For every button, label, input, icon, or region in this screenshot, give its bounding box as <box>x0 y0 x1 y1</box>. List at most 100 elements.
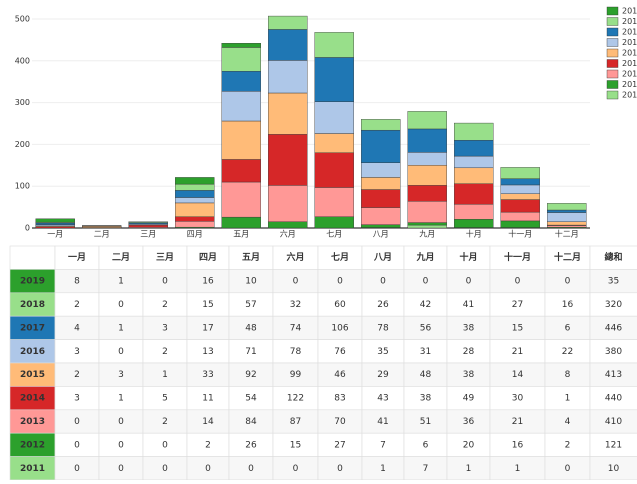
column-header: 十一月 <box>504 251 531 263</box>
legend-swatch <box>607 49 618 57</box>
bar-segment <box>222 43 261 47</box>
table-value: 83 <box>334 394 345 404</box>
table-value: 0 <box>293 277 299 287</box>
column-header: 七月 <box>331 251 349 263</box>
column-header: 六月 <box>286 251 304 263</box>
x-tick-label: 九月 <box>419 230 435 239</box>
table-value: 0 <box>423 277 429 287</box>
legend-label: 2015 <box>622 49 637 58</box>
bar-segment <box>547 222 586 225</box>
table-value: 42 <box>420 300 431 310</box>
table-value: 0 <box>162 277 168 287</box>
table-value: 57 <box>245 300 256 310</box>
table-value: 0 <box>74 464 80 474</box>
table-value: 0 <box>466 277 472 287</box>
bar-segment <box>175 221 214 227</box>
table-value: 43 <box>377 394 388 404</box>
bar-segment <box>268 60 307 93</box>
table-value: 26 <box>377 300 389 310</box>
table-value: 0 <box>74 440 80 450</box>
bar-segment <box>175 177 214 184</box>
table-value: 56 <box>420 323 432 333</box>
table-value: 2 <box>565 440 571 450</box>
bar-segment <box>222 91 261 121</box>
bar-segment <box>175 217 214 222</box>
bar-segment <box>501 194 540 200</box>
bar-segment <box>268 93 307 134</box>
bar-segment <box>501 167 540 178</box>
table-value: 320 <box>605 300 622 310</box>
table-value: 22 <box>562 347 573 357</box>
table-value: 38 <box>463 370 475 380</box>
table-value: 11 <box>202 394 213 404</box>
bar-segment <box>222 47 261 71</box>
bar-segment <box>315 153 354 188</box>
table-value: 0 <box>337 277 343 287</box>
table-value: 28 <box>463 347 475 357</box>
bar-segment <box>361 208 400 225</box>
table-value: 121 <box>605 440 622 450</box>
table-value: 0 <box>293 464 299 474</box>
table-value: 60 <box>334 300 346 310</box>
bar-segment <box>222 159 261 182</box>
bar-segment <box>454 156 493 168</box>
table-value: 4 <box>565 417 571 427</box>
table-value: 16 <box>202 277 214 287</box>
table-value: 38 <box>420 394 432 404</box>
column-header: 四月 <box>199 252 217 263</box>
table-value: 8 <box>565 370 571 380</box>
bar-segment <box>501 185 540 194</box>
bar-segment <box>361 177 400 189</box>
table-value: 2 <box>162 300 168 310</box>
table-value: 0 <box>248 464 254 474</box>
table-value: 13 <box>202 347 213 357</box>
x-tick-label: 五月 <box>233 230 249 239</box>
y-tick-label: 400 <box>15 56 30 65</box>
legend-label: 2011 <box>622 91 637 100</box>
legend-swatch <box>607 70 618 78</box>
table-value: 27 <box>512 300 523 310</box>
table-value: 0 <box>205 464 211 474</box>
row-label: 2014 <box>20 394 45 404</box>
table-value: 6 <box>423 440 429 450</box>
bar-segment <box>547 225 586 227</box>
table-value: 16 <box>512 440 524 450</box>
bar-segment <box>315 57 354 101</box>
legend-swatch <box>607 60 618 68</box>
table-value: 3 <box>74 347 80 357</box>
bar-segment <box>408 201 447 222</box>
table-value: 46 <box>334 370 346 380</box>
table-value: 51 <box>420 417 431 427</box>
row-label: 2016 <box>20 347 45 357</box>
bar-segment <box>315 187 354 216</box>
row-label: 2019 <box>20 277 45 287</box>
table-value: 413 <box>605 370 622 380</box>
table-value: 15 <box>512 323 523 333</box>
bar-segment <box>454 140 493 156</box>
table-value: 10 <box>245 277 257 287</box>
table-value: 5 <box>162 394 168 404</box>
bar-segment <box>547 213 586 222</box>
row-label: 2018 <box>20 300 45 310</box>
table-value: 0 <box>162 440 168 450</box>
table-value: 7 <box>380 440 386 450</box>
bar-segment <box>315 134 354 153</box>
table-value: 0 <box>118 417 124 427</box>
y-tick-label: 100 <box>15 182 30 191</box>
bar-segment <box>547 210 586 213</box>
table-value: 17 <box>202 323 213 333</box>
table-value: 92 <box>245 370 256 380</box>
x-tick-label: 六月 <box>280 229 296 239</box>
column-header: 總和 <box>604 251 622 263</box>
legend-label: 2018 <box>622 17 637 26</box>
bar-segment <box>501 221 540 228</box>
table-value: 446 <box>605 323 622 333</box>
bar-segment <box>129 222 168 223</box>
table-value: 31 <box>420 347 431 357</box>
column-header: 一月 <box>68 252 86 263</box>
table-value: 41 <box>463 300 474 310</box>
column-header: 九月 <box>415 251 434 263</box>
legend-label: 2016 <box>622 38 637 47</box>
bar-segment <box>408 111 447 129</box>
